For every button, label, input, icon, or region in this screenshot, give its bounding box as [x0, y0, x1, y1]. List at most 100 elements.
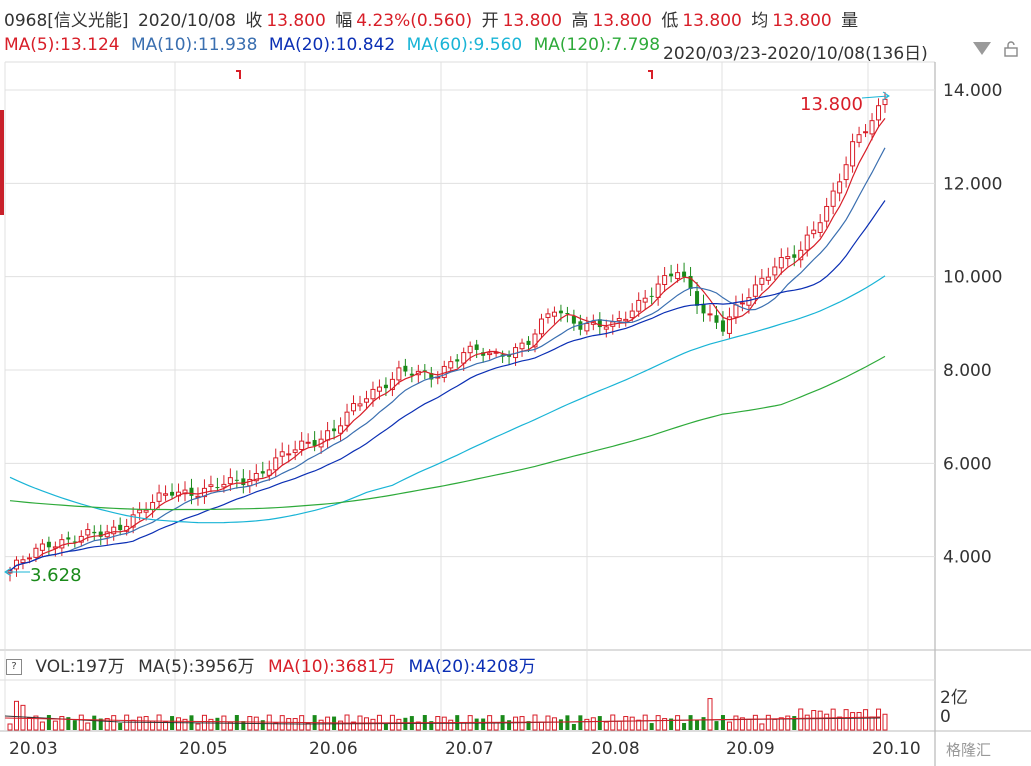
candle-body — [487, 352, 493, 356]
candle-body — [785, 256, 791, 260]
candle-body — [876, 105, 882, 121]
volume-bar — [92, 715, 97, 730]
volume-bar — [882, 713, 888, 731]
volume-bar — [778, 717, 784, 731]
date-range[interactable]: 2020/03/23-2020/10/08(136日) — [663, 44, 928, 64]
candle-body — [111, 526, 117, 535]
candle-body — [746, 297, 752, 306]
candle-body — [507, 354, 512, 357]
volume-bar — [429, 721, 434, 730]
candle-body — [351, 403, 357, 412]
side-marker — [0, 110, 4, 215]
volume-bar — [26, 717, 32, 731]
candle-body — [163, 493, 169, 496]
candle-body — [59, 539, 65, 549]
candle-body — [551, 311, 557, 317]
dropdown-triangle-icon[interactable] — [973, 42, 991, 55]
candle-body — [481, 352, 486, 356]
volume-bar — [318, 719, 324, 731]
candle-body — [357, 403, 363, 407]
volume-bar — [785, 715, 791, 731]
volume-bar — [118, 723, 123, 730]
candle-body — [189, 487, 194, 496]
volume-bar — [688, 715, 693, 730]
vol-ma5: MA(5):3956万 — [138, 657, 255, 677]
ma20-legend: MA(20):10.842 — [268, 35, 396, 55]
candle-body — [130, 514, 136, 528]
ma10-legend: MA(10):11.938 — [131, 35, 258, 55]
candle-body — [39, 543, 45, 551]
candle-body — [837, 181, 843, 194]
price-tick-label: 14.000 — [943, 81, 1002, 101]
volume-bar — [669, 718, 674, 730]
candle-body — [752, 284, 758, 297]
volume-bar — [726, 721, 732, 731]
close-label: 收 — [245, 11, 263, 31]
volume-label: 量 — [841, 11, 859, 31]
candle-body — [824, 205, 830, 222]
volume-bar — [52, 720, 58, 731]
candle-body — [778, 257, 784, 269]
candle-body — [143, 509, 149, 513]
avg-label: 均 — [751, 11, 769, 31]
volume-tick-label: 0 — [940, 707, 951, 727]
candle-body — [739, 302, 745, 305]
candle-body — [266, 469, 272, 476]
volume-bar — [662, 718, 668, 731]
candle-body — [273, 457, 279, 471]
candle-body — [882, 98, 888, 106]
volume-bar — [461, 722, 467, 731]
volume-bar — [603, 721, 609, 731]
candle-body — [538, 318, 544, 335]
candle-body — [772, 266, 778, 276]
candle-body — [305, 441, 311, 444]
candle-body — [597, 319, 602, 328]
price-tick-label: 12.000 — [943, 174, 1002, 194]
low-arrow-head — [4, 567, 12, 577]
volume-bar — [545, 715, 551, 731]
volume-bar — [830, 708, 836, 731]
candle-body — [662, 275, 668, 285]
candle-body — [118, 524, 123, 531]
price-tick-label: 4.000 — [943, 548, 992, 568]
volume-legend: ? VOL:197万 MA(5):3956万 MA(10):3681万 MA(2… — [0, 652, 935, 680]
volume-bar — [481, 718, 486, 730]
volume-toggle-icon[interactable]: ? — [6, 659, 22, 675]
volume-bar — [759, 723, 765, 731]
candle-body — [137, 509, 143, 514]
candle-body — [286, 453, 292, 456]
vol-ma10: MA(10):3681万 — [267, 657, 396, 677]
candle-body — [578, 321, 583, 330]
volume-bar — [597, 716, 602, 730]
candle-body — [571, 316, 576, 324]
volume-bar — [843, 709, 849, 731]
x-tick-label: 20.09 — [726, 739, 775, 759]
change-value: 4.23%(0.560) — [356, 11, 473, 31]
candle-body — [26, 557, 32, 560]
avg-value: 13.800 — [772, 11, 832, 31]
candle-body — [383, 384, 388, 389]
volume-bar — [208, 718, 214, 731]
volume-bar — [493, 722, 499, 731]
volume-bar — [811, 710, 817, 731]
candle-body — [150, 501, 156, 510]
candle-body — [695, 291, 700, 306]
volume-bar — [571, 723, 576, 730]
candle-body — [156, 492, 162, 502]
volume-bar — [817, 710, 823, 731]
candle-body — [325, 430, 331, 441]
volume-bar — [526, 721, 531, 730]
lock-icon[interactable] — [1004, 41, 1018, 57]
volume-bar — [824, 713, 830, 731]
close-value: 13.800 — [266, 11, 326, 31]
candle-body — [72, 541, 77, 543]
candle-body — [92, 531, 97, 534]
volume-bar — [804, 714, 810, 731]
volume-bar — [33, 715, 39, 731]
candle-body — [584, 323, 590, 332]
volume-bar — [649, 723, 654, 730]
volume-bar — [765, 714, 771, 731]
candle-body — [869, 120, 875, 135]
stock-code: 0968[信义光能] — [4, 11, 129, 31]
